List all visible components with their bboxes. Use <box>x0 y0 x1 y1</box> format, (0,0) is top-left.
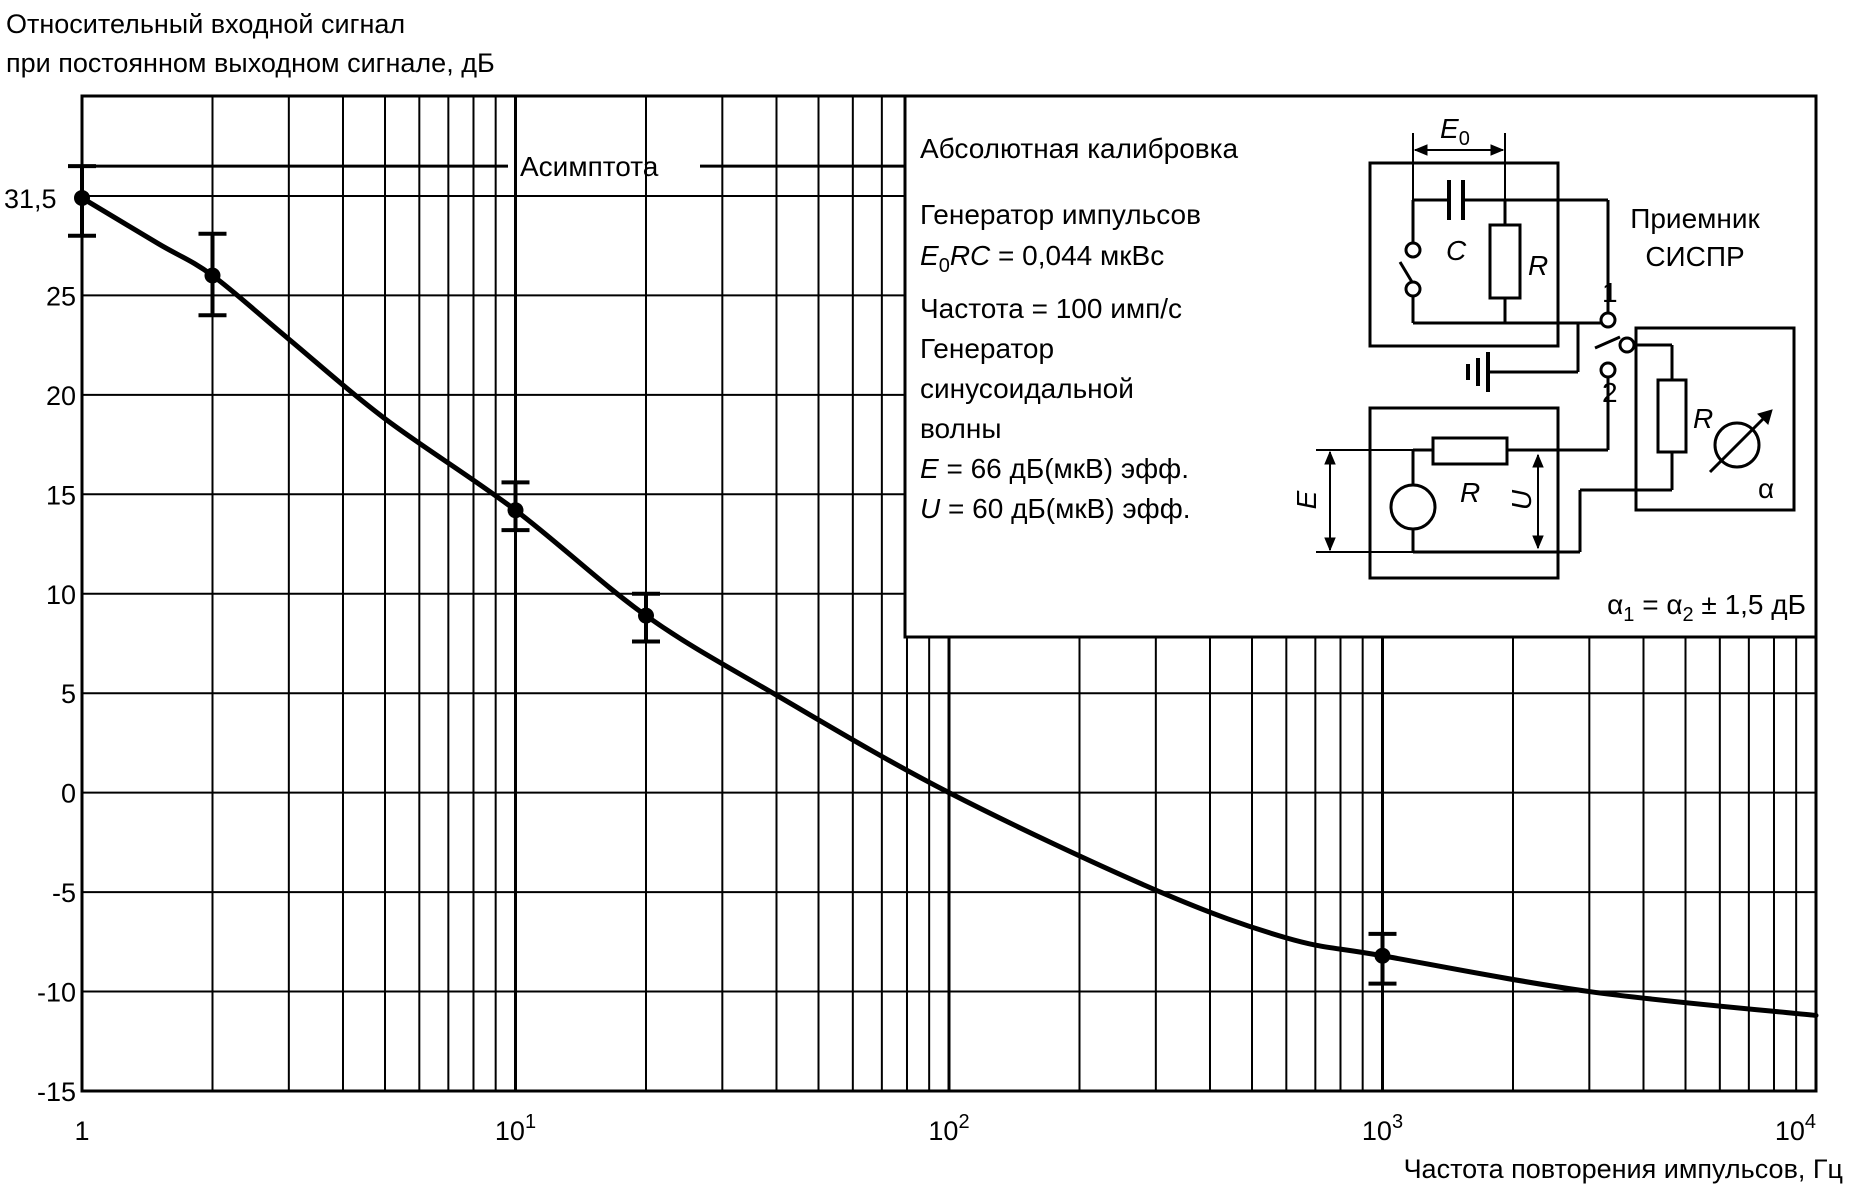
error-bar <box>1368 931 1397 986</box>
circuit-e0-label: E0 <box>1440 113 1470 150</box>
error-bar <box>501 480 530 533</box>
e0-arrow-right <box>1490 144 1505 156</box>
switch-contact-bottom <box>1404 280 1422 298</box>
formula-sub1: 1 <box>1623 604 1634 626</box>
x-tick-label: 102 <box>928 1111 969 1146</box>
selector-contact-common <box>1618 336 1636 354</box>
asymptote-label: Асимптота <box>520 151 659 182</box>
circuit-r-mid-label: R <box>1460 477 1480 508</box>
inset-receiver-1: Приемник <box>1630 203 1760 234</box>
error-bar <box>198 231 227 318</box>
y-tick-label: 20 <box>46 381 76 411</box>
data-point <box>1374 947 1391 964</box>
formula-alpha1: α <box>1607 589 1623 620</box>
selector-blade <box>1594 335 1621 350</box>
circuit-e0-var: E <box>1440 113 1459 144</box>
x-axis-label: Частота повторения импульсов, Гц <box>1404 1154 1843 1184</box>
selector-contact-2 <box>1599 361 1617 379</box>
e-arrow-top <box>1324 450 1336 465</box>
inset-sine-gen-2: синусоидальной <box>920 373 1134 404</box>
inset-pulse-generator: Генератор импульсов <box>920 199 1201 230</box>
asymptote-value-label: 31,5 <box>4 184 57 214</box>
inset-e0rc: E0RC = 0,044 мкВс <box>920 240 1164 277</box>
y-axis-label-line2: при постоянном выходном сигнале, дБ <box>6 48 495 78</box>
y-tick-label: 10 <box>46 580 76 610</box>
y-tick-label: -10 <box>37 978 76 1008</box>
inset-e0rc-e: E <box>920 240 939 271</box>
x-tick-label: 1 <box>74 1116 89 1146</box>
inset-e0rc-sub: 0 <box>939 255 950 277</box>
data-point <box>507 502 524 519</box>
formula-tail: ± 1,5 дБ <box>1694 589 1806 620</box>
meter-arrow-head <box>1757 409 1773 425</box>
inset-u-var: U <box>920 493 941 524</box>
formula-sub2: 2 <box>1683 604 1694 626</box>
error-bars <box>68 164 1397 986</box>
switch-contact-top <box>1404 241 1422 259</box>
y-axis-label-line1: Относительный входной сигнал <box>6 9 405 39</box>
y-tick-label: 0 <box>61 779 76 809</box>
pulse-generator-box <box>1368 161 1560 348</box>
x-tick-label: 103 <box>1362 1111 1403 1146</box>
circuit-switch-1-label: 1 <box>1602 277 1618 308</box>
inset-sine-gen-1: Генератор <box>920 333 1054 364</box>
circuit-e0-sub: 0 <box>1459 128 1470 150</box>
inset-receiver-2: СИСПР <box>1645 241 1744 272</box>
u-arrow-bottom <box>1532 535 1544 550</box>
x-tick-label: 104 <box>1775 1111 1816 1146</box>
formula-mid: = α <box>1634 589 1682 620</box>
selector-contact-1 <box>1599 311 1617 329</box>
data-point <box>637 607 654 624</box>
inset-e0rc-rc: RC <box>950 240 991 271</box>
x-tick-label: 101 <box>495 1111 536 1146</box>
circuit-u-label: U <box>1506 489 1537 510</box>
meter-arrow <box>1708 410 1772 474</box>
circuit-r-top-label: R <box>1528 250 1548 281</box>
e0-arrow-left <box>1413 144 1428 156</box>
y-tick-label: 15 <box>46 480 76 510</box>
data-point <box>204 267 221 284</box>
inset-e-var: E <box>920 453 939 484</box>
meter <box>1713 421 1761 469</box>
circuit-e-label: E <box>1291 490 1322 509</box>
asymptote: Асимптота 31,5 <box>4 151 905 214</box>
circuit-r-recv-label: R <box>1693 403 1713 434</box>
inset-e-value: E = 66 дБ(мкВ) эфф. <box>920 453 1189 484</box>
y-tick-label: -5 <box>52 878 76 908</box>
circuit-alpha-label: α <box>1758 473 1774 504</box>
series-curve <box>79 195 1819 1018</box>
inset-e-val: = 66 дБ(мкВ) эфф. <box>939 453 1189 484</box>
inset-box <box>903 94 1818 639</box>
circuit-diagram <box>1316 133 1796 580</box>
y-tick-label: 25 <box>46 281 76 311</box>
inset-formula: α1 = α2 ± 1,5 дБ <box>1607 589 1806 626</box>
inset-title: Абсолютная калибровка <box>920 133 1239 164</box>
u-arrow-top <box>1532 453 1544 468</box>
y-tick-labels: 25 20 15 10 5 0 -5 -10 -15 <box>37 281 76 1107</box>
receiver-box <box>1634 326 1796 512</box>
error-bar <box>68 164 96 238</box>
inset-sine-gen-3: волны <box>920 413 1001 444</box>
inset-panel: Абсолютная калибровка Генератор импульсо… <box>903 94 1818 639</box>
error-bar <box>631 591 660 644</box>
e-arrow-bottom <box>1324 537 1336 552</box>
switch-blade <box>1398 261 1414 283</box>
inset-e0rc-value: = 0,044 мкВс <box>990 240 1164 271</box>
data-point <box>74 189 90 206</box>
circuit-switch-2-label: 2 <box>1602 377 1618 408</box>
inset-u-val: = 60 дБ(мкВ) эфф. <box>940 493 1190 524</box>
x-tick-labels: 1 101 102 103 104 <box>74 1111 1816 1146</box>
y-tick-label: 5 <box>61 679 76 709</box>
circuit-c-label: C <box>1446 235 1467 266</box>
inset-frequency: Частота = 100 имп/с <box>920 293 1182 324</box>
inset-u-value: U = 60 дБ(мкВ) эфф. <box>920 493 1191 524</box>
sine-generator-box <box>1368 406 1560 580</box>
y-tick-label: -15 <box>37 1077 76 1107</box>
